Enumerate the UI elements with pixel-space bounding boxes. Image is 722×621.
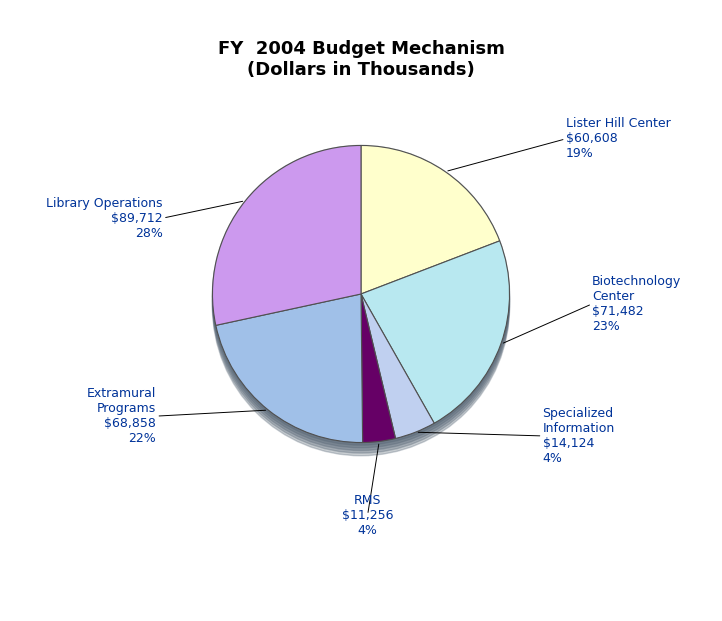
Text: Specialized
Information
$14,124
4%: Specialized Information $14,124 4% [542,407,614,465]
Circle shape [212,156,510,453]
Text: Library Operations
$89,712
28%: Library Operations $89,712 28% [46,197,163,240]
Wedge shape [361,294,434,438]
Text: Biotechnology
Center
$71,482
23%: Biotechnology Center $71,482 23% [592,275,682,333]
Text: Extramural
Programs
$68,858
22%: Extramural Programs $68,858 22% [87,387,157,445]
Circle shape [212,148,510,445]
Wedge shape [361,241,510,424]
Circle shape [212,159,510,456]
Circle shape [212,153,510,450]
Wedge shape [361,294,396,443]
Circle shape [212,145,510,443]
Text: FY  2004 Budget Mechanism
(Dollars in Thousands): FY 2004 Budget Mechanism (Dollars in Tho… [217,40,505,79]
Wedge shape [216,294,362,443]
Text: RMS
$11,256
4%: RMS $11,256 4% [342,494,393,537]
Circle shape [212,151,510,448]
Text: Lister Hill Center
$60,608
19%: Lister Hill Center $60,608 19% [565,117,671,160]
Wedge shape [212,145,361,325]
Wedge shape [361,145,500,294]
